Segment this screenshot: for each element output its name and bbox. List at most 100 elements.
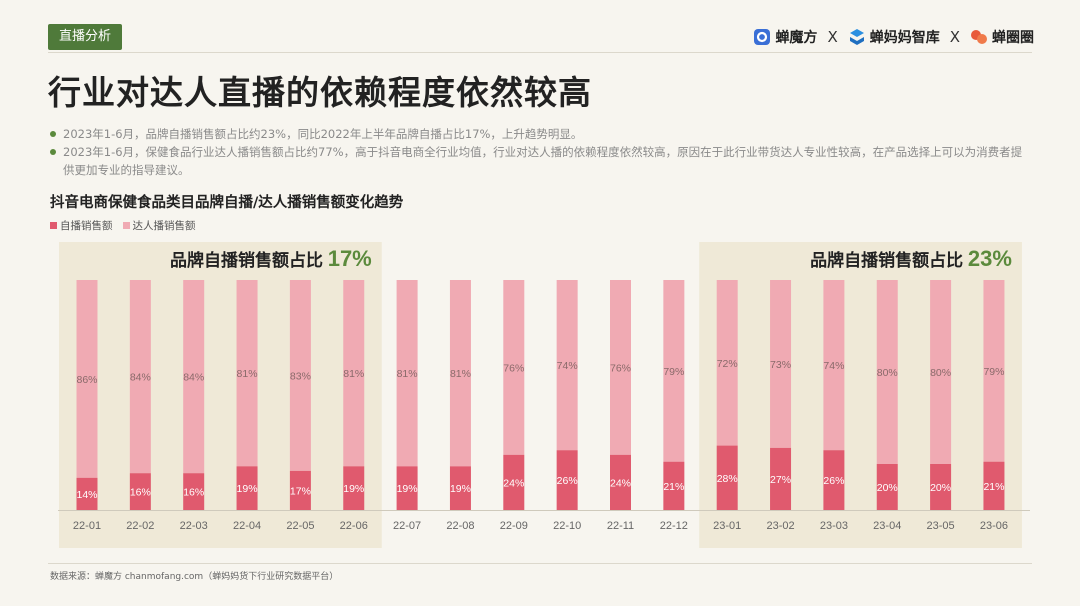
x-tick-label: 22-09	[500, 520, 528, 532]
bar-self	[289, 470, 311, 510]
bar-self	[716, 445, 738, 510]
bar-influencer	[770, 280, 792, 448]
legend-item-influencer: 达人播销售额	[122, 218, 196, 233]
data-label-self: 27%	[770, 474, 791, 486]
bar-influencer	[503, 280, 525, 455]
data-label-influencer: 79%	[983, 366, 1004, 378]
highlight-panel	[699, 242, 1022, 548]
section-tag: 直播分析	[48, 24, 122, 50]
bar-self	[876, 464, 898, 510]
data-label-influencer: 81%	[397, 368, 418, 380]
data-label-influencer: 84%	[183, 372, 204, 384]
data-label-self: 16%	[130, 487, 151, 499]
x-tick-label: 23-05	[927, 520, 955, 532]
bar-influencer	[610, 280, 631, 455]
data-label-influencer: 74%	[557, 360, 578, 372]
bullet-list: 2023年1-6月，品牌自播销售额占比约23%，同比2022年上半年品牌自播占比…	[50, 125, 1030, 179]
x-tick-label: 23-03	[820, 520, 848, 532]
bar-influencer	[823, 280, 845, 451]
x-tick-label: 23-01	[713, 520, 741, 532]
data-label-influencer: 86%	[76, 374, 97, 386]
stacked-bar-chart: 品牌自播销售额占比 17% 品牌自播销售额占比 23% 86% 14% 22-01 84%…	[58, 242, 1030, 548]
legend-swatch-influencer	[122, 222, 130, 229]
bar-self	[236, 466, 258, 510]
bar-self	[183, 473, 205, 510]
legend-item-self: 自播销售额	[50, 218, 113, 233]
bar-influencer	[983, 280, 1005, 462]
bar-influencer	[129, 280, 151, 474]
legend-label: 达人播销售额	[132, 220, 196, 232]
data-label-self: 19%	[237, 483, 258, 495]
data-label-influencer: 81%	[237, 368, 258, 380]
highlight-label: 品牌自播销售额占比 23%	[810, 246, 1012, 271]
data-label-self: 20%	[930, 482, 951, 494]
bar-influencer	[449, 280, 471, 467]
x-tick-label: 22-08	[446, 520, 474, 532]
chart-legend: 自播销售额 达人播销售额	[50, 218, 196, 233]
x-tick-label: 22-01	[73, 520, 101, 532]
bar-self	[343, 466, 365, 510]
bar-self	[503, 454, 525, 510]
data-label-self: 19%	[397, 483, 418, 495]
x-tick-label: 22-06	[340, 520, 368, 532]
data-label-influencer: 76%	[610, 362, 631, 374]
x-tick-label: 22-12	[660, 520, 688, 532]
x-tick-label: 22-04	[233, 520, 261, 532]
data-label-self: 21%	[663, 481, 684, 493]
highlight-panel	[59, 242, 382, 548]
bullet-item: 2023年1-6月，保健食品行业达人播销售额占比约77%，高于抖音电商全行业均值…	[50, 143, 1030, 179]
bar-influencer	[663, 280, 685, 462]
bar-influencer	[183, 280, 205, 474]
data-label-self: 24%	[610, 477, 631, 489]
bar-self	[449, 466, 471, 510]
brand-chanmofang: 蝉魔方	[753, 27, 817, 47]
x-tick-label: 22-10	[553, 520, 581, 532]
bar-self	[396, 466, 418, 510]
data-label-self: 24%	[503, 477, 524, 489]
footer-divider	[48, 563, 1032, 564]
bar-self	[129, 473, 151, 510]
data-label-self: 21%	[983, 481, 1004, 493]
data-label-influencer: 76%	[503, 362, 524, 374]
bar-influencer	[76, 280, 98, 478]
data-label-influencer: 73%	[770, 359, 791, 371]
highlight-label: 品牌自播销售额占比 17%	[170, 246, 372, 271]
bar-influencer	[876, 280, 898, 464]
data-label-self: 17%	[290, 485, 311, 497]
bar-influencer	[556, 280, 578, 451]
brand-bar: 蝉魔方 X 蝉妈妈智库 X 蝉圈圈	[753, 24, 1034, 50]
page-title: 行业对达人直播的依赖程度依然较高	[48, 73, 592, 112]
data-source: 数据来源：蝉魔方 chanmofang.com（蝉妈妈货下行业研究数据平台）	[50, 572, 339, 582]
chanmama-logo-icon	[849, 29, 864, 45]
bar-self	[770, 447, 792, 510]
x-tick-label: 22-11	[607, 520, 634, 532]
bar-influencer	[716, 280, 738, 446]
bullet-item: 2023年1-6月，品牌自播销售额占比约23%，同比2022年上半年品牌自播占比…	[50, 125, 1030, 143]
bar-influencer	[396, 280, 418, 467]
data-label-self: 19%	[343, 483, 364, 495]
brand-separator: X	[949, 28, 960, 46]
data-label-influencer: 83%	[290, 370, 311, 382]
bar-self	[76, 477, 98, 510]
data-label-self: 28%	[717, 473, 738, 485]
chanmofang-logo-icon	[754, 29, 771, 45]
data-label-self: 16%	[183, 487, 204, 499]
data-label-self: 19%	[450, 483, 471, 495]
x-tick-label: 22-07	[393, 520, 421, 532]
bar-self	[556, 450, 578, 510]
bar-self	[930, 464, 952, 510]
data-label-influencer: 79%	[663, 366, 684, 378]
legend-label: 自播销售额	[60, 220, 113, 232]
bar-influencer	[289, 280, 311, 471]
brand-name: 蝉圈圈	[992, 30, 1034, 46]
chanquanquan-logo-icon	[971, 30, 987, 44]
bar-influencer	[930, 280, 952, 464]
data-label-self: 14%	[76, 489, 97, 501]
chart-title: 抖音电商保健食品类目品牌自播/达人播销售额变化趋势	[50, 195, 404, 211]
x-tick-label: 22-03	[180, 520, 208, 532]
data-label-influencer: 81%	[343, 368, 364, 380]
bar-self	[983, 461, 1005, 510]
bar-influencer	[343, 280, 365, 467]
bar-influencer	[236, 280, 258, 467]
brand-name: 蝉妈妈智库	[869, 30, 940, 46]
